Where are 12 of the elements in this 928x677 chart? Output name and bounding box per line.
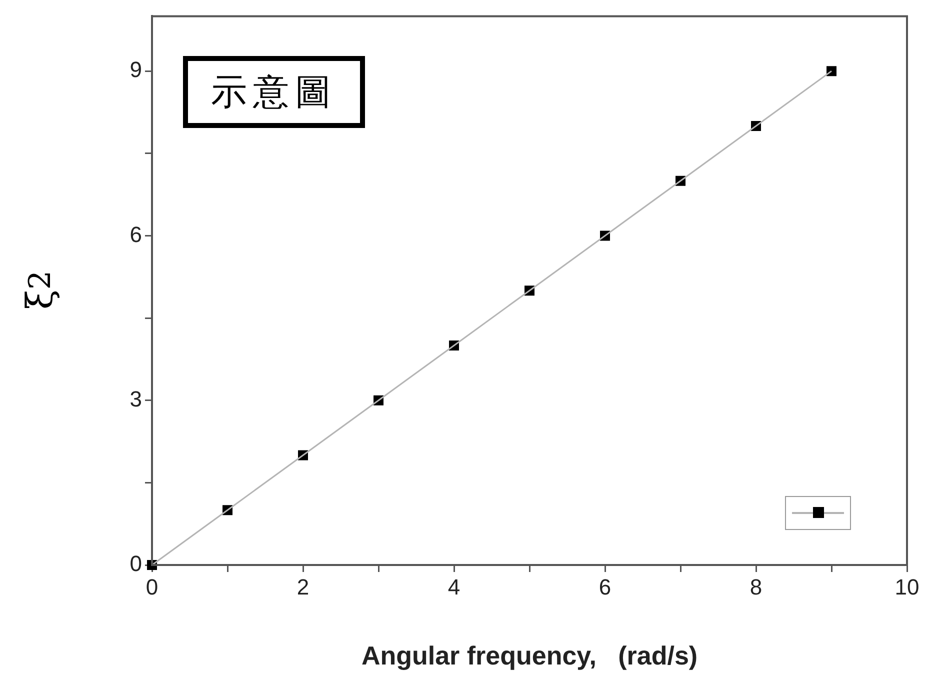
x-tick-label: 4 — [448, 574, 460, 600]
y-tick-label: 6 — [130, 222, 142, 247]
y-tick-label: 0 — [130, 551, 142, 576]
x-tick-label: 0 — [146, 574, 158, 600]
x-tick-label: 6 — [598, 574, 612, 600]
y-tick-label: 3 — [130, 386, 142, 412]
x-tick-label: 8 — [750, 574, 762, 600]
x-tick-label: 10 — [894, 574, 920, 600]
y-tick-label: 9 — [130, 57, 142, 82]
x-tick-label: 2 — [296, 574, 310, 600]
annotation: 示意圖 — [183, 56, 365, 128]
x-axis-title: Angular frequency, (rad/s) — [361, 640, 698, 671]
